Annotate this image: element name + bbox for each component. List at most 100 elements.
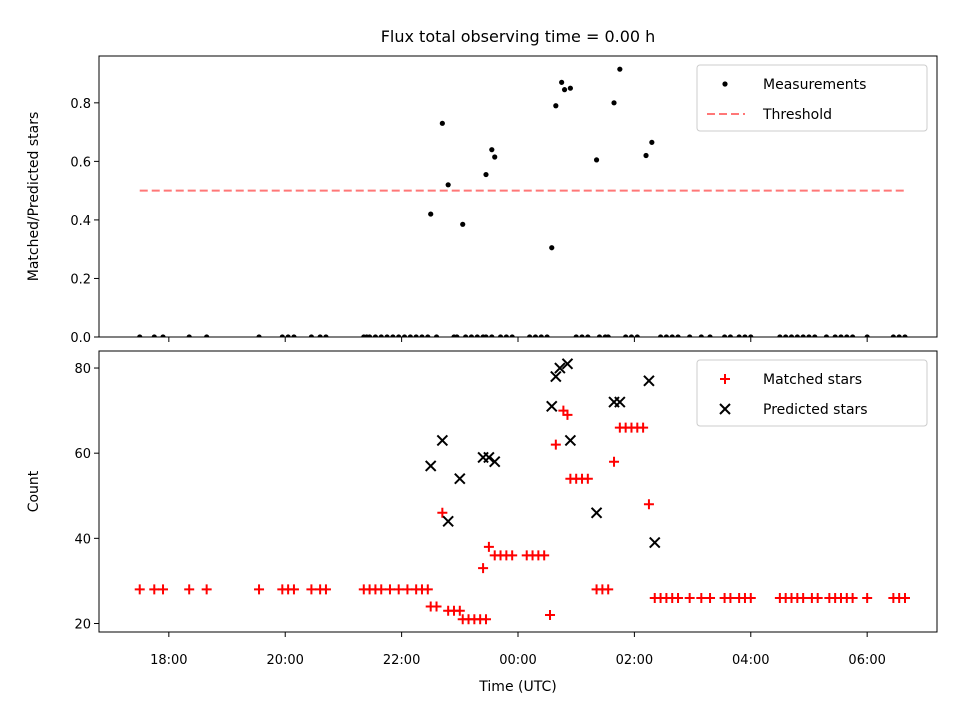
measurement-point <box>687 334 693 337</box>
measurement-point <box>454 334 460 337</box>
x-tick-label: 00:00 <box>499 653 536 668</box>
predicted-star-point <box>590 507 603 519</box>
measurement-point <box>460 221 466 227</box>
measurement-point <box>186 334 192 337</box>
measurement-point <box>291 334 297 337</box>
matched-star-point <box>812 592 823 603</box>
measurement-point <box>596 334 603 337</box>
measurement-point <box>605 334 611 337</box>
legend-label: Predicted stars <box>763 402 868 418</box>
measurement-point <box>428 211 434 217</box>
x-tick-label: 18:00 <box>150 653 187 668</box>
predicted-star-point <box>564 434 577 447</box>
measurement-point <box>812 334 818 337</box>
matched-star-point <box>184 584 195 595</box>
measurement-point <box>483 334 489 337</box>
matched-star-point <box>562 409 573 420</box>
measurement-point <box>890 334 896 337</box>
measurement-point <box>657 334 664 337</box>
matched-star-point <box>582 473 593 484</box>
measurement-point <box>806 334 812 337</box>
measurement-point <box>823 334 830 337</box>
measurement-point <box>492 154 498 160</box>
measurement-point <box>413 334 419 337</box>
y-tick-label: 0.2 <box>70 272 91 287</box>
measurement-point <box>844 334 850 337</box>
measurement-point <box>497 334 504 337</box>
measurement-point <box>561 87 568 93</box>
legend: Matched stars Predicted stars <box>696 359 928 427</box>
measurement-point <box>137 334 143 337</box>
matched-star-point <box>638 422 649 433</box>
matched-star-point <box>480 614 491 625</box>
matched-star-point <box>862 592 873 603</box>
measurement-point <box>390 334 396 337</box>
measurement-point <box>396 334 402 337</box>
matched-star-point <box>899 592 910 603</box>
measurement-point <box>623 334 629 337</box>
legend-label: Measurements <box>763 77 866 93</box>
measurement-point <box>794 334 800 337</box>
measurement-point <box>204 334 210 337</box>
measurement-point <box>698 334 704 337</box>
measurement-point <box>585 334 591 337</box>
measurement-point <box>634 334 640 337</box>
measurement-point <box>509 334 515 337</box>
matched-star-point <box>422 584 433 595</box>
measurement-point <box>721 334 728 337</box>
matched-star-point <box>149 584 160 595</box>
matched-star-point <box>393 584 404 595</box>
matched-star-point <box>454 605 465 616</box>
matched-star-point <box>643 499 654 510</box>
measurement-point <box>649 139 655 145</box>
measurement-point <box>384 334 390 337</box>
measurement-point <box>573 334 579 337</box>
x-tick-label: 20:00 <box>266 653 303 668</box>
measurement-point <box>832 334 838 337</box>
measurement-point <box>800 334 806 337</box>
matched-star-point <box>725 592 736 603</box>
matched-star-point <box>402 584 413 595</box>
y-tick-label: 0.4 <box>70 214 91 229</box>
measurement-point <box>378 334 384 337</box>
measurement-point <box>308 334 315 337</box>
predicted-star-point <box>546 400 558 413</box>
predicted-star-point <box>550 370 562 383</box>
x-tick-label: 22:00 <box>383 653 420 668</box>
measurement-point <box>567 85 573 91</box>
measurement-point <box>850 334 856 337</box>
top-panel-ratio: 0.0 0.2 0.4 0.6 0.8 Matched/Predicted stars Me… <box>26 55 938 346</box>
matched-star-point <box>745 592 756 603</box>
measurement-point <box>279 334 285 337</box>
measurement-point <box>611 100 617 106</box>
legend-box <box>696 359 928 427</box>
legend: Measurements Threshold <box>696 64 928 132</box>
measurement-point <box>643 152 649 159</box>
matched-star-point <box>158 584 169 595</box>
measurement-point <box>628 334 635 337</box>
measurement-point <box>663 334 669 337</box>
matched-star-point <box>696 592 707 603</box>
measurement-point <box>902 334 908 337</box>
measurement-point <box>468 334 475 337</box>
measurement-point <box>788 334 795 337</box>
plot-area <box>134 358 910 625</box>
x-tick-label: 04:00 <box>732 653 769 668</box>
measurement-point <box>367 334 373 337</box>
x-tick-label: 06:00 <box>848 653 885 668</box>
measurement-point <box>372 334 379 337</box>
predicted-star-point <box>643 375 655 387</box>
measurement-point <box>742 334 748 337</box>
predicted-star-point <box>425 460 437 472</box>
matched-star-point <box>550 439 561 450</box>
matched-star-point <box>684 592 695 603</box>
chart-title: Flux total observing time = 0.00 h <box>381 27 656 46</box>
matched-star-point <box>673 592 684 603</box>
matched-star-point <box>384 584 395 595</box>
measurement-point <box>474 334 480 337</box>
matched-star-point <box>288 584 299 595</box>
matched-star-point <box>539 550 550 561</box>
matched-star-point <box>483 541 494 552</box>
measurement-point <box>401 334 408 337</box>
legend-label: Matched stars <box>763 372 862 388</box>
